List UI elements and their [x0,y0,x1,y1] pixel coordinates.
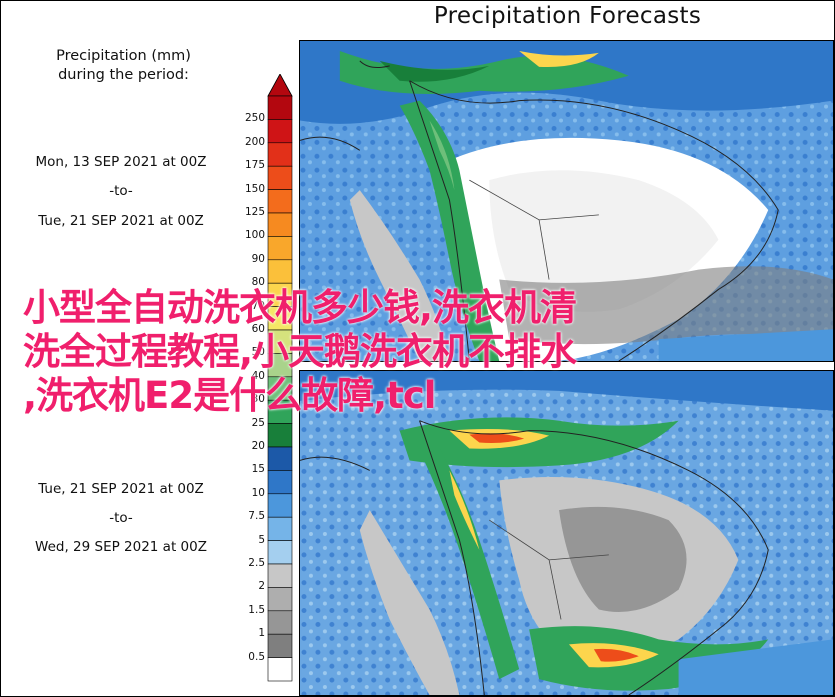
colorbar-swatch [267,657,293,682]
colorbar-tick-label: 0.5 [248,650,265,663]
period-2-separator: -to- [109,510,133,526]
overlay-line-2: 洗全过程教程,小天鹅洗衣机不排水 [23,330,577,373]
colorbar-tick-label: 200 [244,135,265,148]
colorbar-tick-label: 50 [251,346,265,359]
colorbar-swatch [267,95,293,120]
colorbar-swatch [267,633,293,658]
colorbar-swatch [267,142,293,167]
colorbar-tick-label: 7.5 [248,510,265,523]
colorbar-tick-label: 30 [251,393,265,406]
map-panel-period-1 [299,40,834,362]
colorbar-tick-label: 40 [251,369,265,382]
period-2-start: Tue, 21 SEP 2021 at 00Z [38,481,204,497]
legend-title: Precipitation (mm) during the period: [1,47,246,85]
colorbar-tick-label: 25 [251,416,265,429]
colorbar-swatch [267,236,293,261]
colorbar-swatch [267,563,293,588]
colorbar-swatch [267,610,293,635]
colorbar-tick-label: 80 [251,276,265,289]
colorbar-tick-label: 250 [244,112,265,125]
map-south-america-period-2 [300,371,833,695]
overlay-line-1: 小型全自动洗衣机多少钱,洗衣机清 [23,286,577,329]
map-panel-period-2 [299,370,834,696]
colorbar-tick-label: 125 [244,206,265,218]
colorbar-tick-label: 150 [244,182,265,195]
figure-title: Precipitation Forecasts [433,3,702,29]
colorbar-tick-label: 15 [251,463,265,476]
colorbar-tick-label: 5 [258,533,265,546]
colorbar-tick-label: 70 [251,299,265,312]
colorbar-tick-label: 10 [251,486,265,499]
colorbar-tick-label: 60 [251,323,265,335]
colorbar-tick-label: 175 [244,159,265,172]
colorbar-swatch [267,189,293,214]
colorbar-tick-label: 100 [244,229,265,242]
colorbar-tick-label: 1.5 [248,603,265,616]
legend-title-line2: during the period: [58,67,189,83]
colorbar-swatch [267,259,293,284]
overlay-line-3: ,洗衣机E2是什么故障,tcl [23,374,436,417]
colorbar-tick-label: 90 [251,252,265,265]
period-1-separator: -to- [109,183,133,199]
period-1-end: Tue, 21 SEP 2021 at 00Z [38,213,204,229]
map-south-america-period-1 [300,41,833,361]
colorbar-swatch [267,165,293,190]
colorbar-tick-label: 1 [258,627,265,640]
colorbar-swatch [267,470,293,495]
colorbar-swatch [267,212,293,237]
colorbar-swatch [267,587,293,612]
colorbar-tick-label: 2 [258,580,265,593]
precipitation-colorbar [267,74,293,682]
period-2-end: Wed, 29 SEP 2021 at 00Z [35,539,207,555]
colorbar-tick-label: 20 [251,440,265,452]
legend-title-line1: Precipitation (mm) [56,48,191,64]
colorbar-swatch [267,446,293,471]
colorbar-swatch [267,493,293,518]
colorbar-swatch [267,540,293,565]
colorbar-swatch [267,423,293,448]
period-1-start: Mon, 13 SEP 2021 at 00Z [35,154,207,170]
overlay-headline: 小型全自动洗衣机多少钱,洗衣机清 洗全过程教程,小天鹅洗衣机不排水 ,洗衣机E2… [23,286,813,418]
colorbar-swatch [267,516,293,541]
colorbar-swatch [267,119,293,144]
colorbar-top-arrow [267,74,293,97]
colorbar-tick-label: 2.5 [248,557,265,569]
